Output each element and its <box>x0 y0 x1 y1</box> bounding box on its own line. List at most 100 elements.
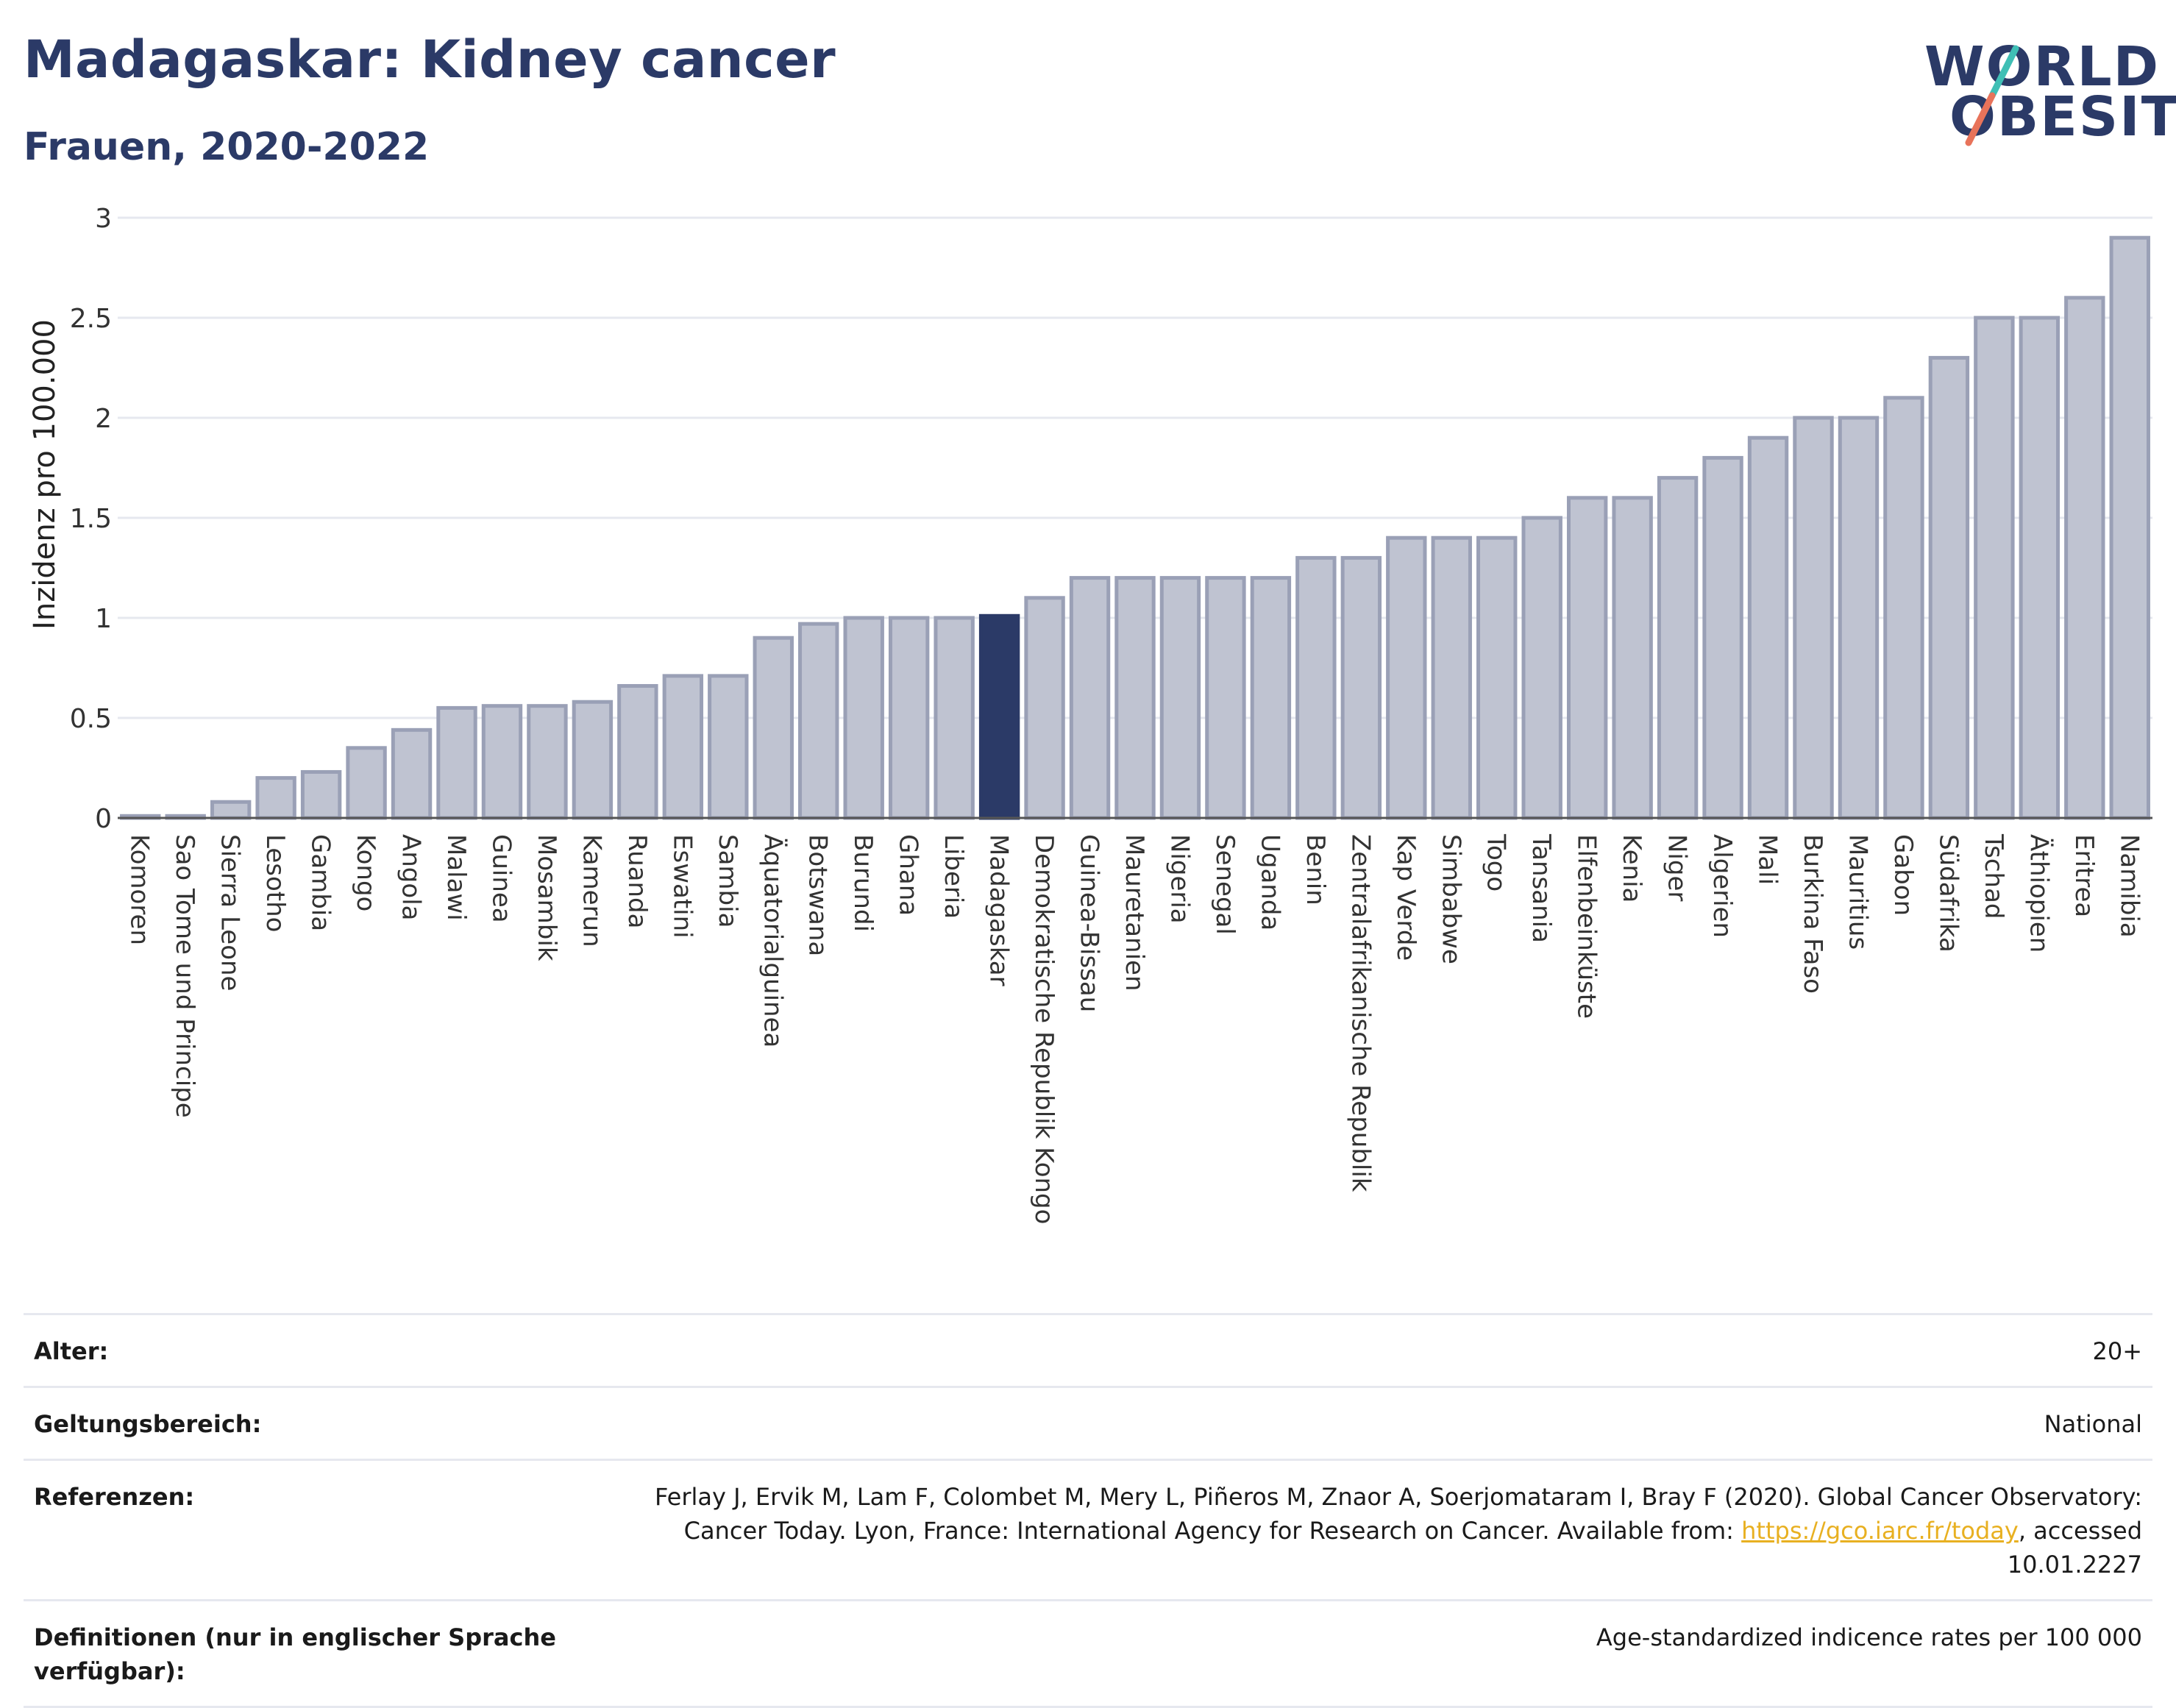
x-tick-label: Nigeria <box>1165 834 1194 924</box>
meta-value-references: Ferlay J, Ervik M, Lam F, Colombet M, Me… <box>597 1480 2142 1581</box>
x-tick-label: Malawi <box>441 834 471 921</box>
x-tick-label: Ghana <box>894 834 923 916</box>
bar <box>708 674 749 820</box>
x-tick-label: Namibia <box>2114 834 2144 938</box>
meta-value-definitions: Age-standardized indicence rates per 100… <box>1596 1623 2142 1651</box>
bar <box>1250 576 1292 820</box>
meta-label-references: Referenzen: <box>34 1483 195 1511</box>
x-tick-label: Uganda <box>1255 834 1284 930</box>
chart-subtitle: Frauen, 2020-2022 <box>24 125 430 169</box>
bar <box>1431 535 1472 820</box>
bar <box>1114 576 1156 820</box>
bar <box>255 776 296 820</box>
metadata-table: Alter: 20+ Geltungsbereich: National Ref… <box>24 1313 2152 1708</box>
x-tick-label: Botswana <box>803 834 833 956</box>
bar-chart: 0 0.5 1 1.5 2 2.5 3 Komoren Sao Tome und Princi… <box>28 204 2152 1224</box>
bar <box>1793 416 1834 820</box>
reference-accessed: , accessed 10.01.2227 <box>2007 1517 2142 1579</box>
x-tick-label: Kap Verde <box>1391 834 1421 961</box>
chart-title: Madagaskar: Kidney cancer <box>24 29 836 90</box>
x-tick-label: Sambia <box>713 834 742 928</box>
bar <box>2109 235 2150 820</box>
bar <box>1340 555 1382 820</box>
bar <box>1295 555 1337 820</box>
x-tick-label: Südafrika <box>1933 834 1963 953</box>
bar <box>1838 416 1880 820</box>
bar <box>436 705 477 820</box>
x-tick-label: Kenia <box>1617 834 1646 903</box>
x-tick-label: Kamerun <box>577 834 606 947</box>
x-tick-label: Mauritius <box>1843 834 1872 950</box>
y-tick-label: 3 <box>95 204 112 234</box>
bar <box>753 636 794 820</box>
logo-slash-icon <box>1965 45 2019 146</box>
x-tick-label: Angola <box>397 834 426 920</box>
meta-row-references: Referenzen: Ferlay J, Ervik M, Lam F, Co… <box>24 1459 2152 1599</box>
bar <box>843 616 884 820</box>
bar <box>527 704 568 820</box>
x-tick-label: Senegal <box>1210 834 1240 935</box>
meta-row-age: Alter: 20+ <box>24 1313 2152 1386</box>
bar <box>1024 596 1065 820</box>
meta-label-scope: Geltungsbereich: <box>34 1410 262 1438</box>
bar <box>2019 316 2061 820</box>
x-tick-label: Sao Tome und Principe <box>170 834 199 1118</box>
x-tick-label: Burkina Faso <box>1798 834 1827 994</box>
logo-text-world: WORLD <box>1924 35 2161 99</box>
y-axis-ticks: 0 0.5 1 1.5 2 2.5 3 <box>70 204 112 834</box>
bar <box>1928 355 1970 820</box>
x-tick-label: Äquatorialguinea <box>758 834 787 1047</box>
meta-row-scope: Geltungsbereich: National <box>24 1386 2152 1459</box>
x-tick-label: Guinea <box>486 834 516 923</box>
x-tick-label: Äthiopien <box>2024 834 2053 953</box>
x-tick-label: Mali <box>1753 834 1782 885</box>
x-tick-label: Mauretanien <box>1120 834 1149 992</box>
bar <box>1883 396 1924 820</box>
x-tick-label: Simbabwe <box>1436 834 1465 964</box>
bar <box>1069 576 1111 820</box>
meta-label-definitions: Definitionen (nur in englischer Sprache … <box>34 1623 556 1685</box>
reference-link[interactable]: https://gco.iarc.fr/today <box>1741 1517 2019 1545</box>
x-tick-label: Sierra Leone <box>216 834 245 991</box>
x-tick-label: Tansania <box>1526 833 1556 943</box>
bar <box>1566 496 1608 820</box>
bar <box>1476 535 1518 820</box>
bar <box>391 727 433 820</box>
bar <box>1702 455 1743 820</box>
x-tick-label: Gabon <box>1888 834 1918 916</box>
y-tick-label: 1.5 <box>70 504 112 534</box>
bar <box>1521 516 1562 820</box>
bar <box>1747 435 1789 820</box>
bar <box>1974 316 2015 820</box>
bar <box>1612 496 1653 820</box>
bar <box>1205 576 1246 820</box>
x-axis-labels: Komoren Sao Tome und Principe Sierra Leone… <box>125 833 2144 1224</box>
bars <box>120 235 2150 820</box>
meta-value-age: 20+ <box>2092 1337 2142 1365</box>
x-tick-label: Togo <box>1482 833 1511 892</box>
bar <box>1657 476 1699 820</box>
x-tick-label: Eritrea <box>2069 834 2099 917</box>
x-tick-label: Burundi <box>848 834 878 932</box>
bar <box>934 616 975 820</box>
bar <box>617 683 658 820</box>
x-tick-label: Benin <box>1301 834 1330 905</box>
x-tick-label: Eswatini <box>667 834 697 939</box>
bar <box>798 622 839 820</box>
x-tick-label: Ruanda <box>622 834 652 928</box>
x-tick-label: Mosambik <box>532 834 561 961</box>
y-tick-label: 1 <box>95 604 112 634</box>
meta-row-definitions: Definitionen (nur in englischer Sprache … <box>24 1599 2152 1708</box>
y-tick-label: 0 <box>95 804 112 834</box>
x-tick-label: Liberia <box>939 834 968 919</box>
bar <box>1386 535 1427 820</box>
x-tick-label: Kongo <box>351 834 380 911</box>
x-tick-label: Lesotho <box>260 834 290 932</box>
reference-text: Ferlay J, Ervik M, Lam F, Colombet M, Me… <box>655 1483 2142 1545</box>
x-tick-label: Tschad <box>1979 833 2008 919</box>
x-tick-label: Algerien <box>1707 834 1737 938</box>
y-tick-label: 0.5 <box>70 704 112 734</box>
bar <box>572 700 614 820</box>
x-tick-label: Gambia <box>306 834 335 931</box>
x-tick-label: Zentralafrikanische Republik <box>1345 834 1375 1192</box>
